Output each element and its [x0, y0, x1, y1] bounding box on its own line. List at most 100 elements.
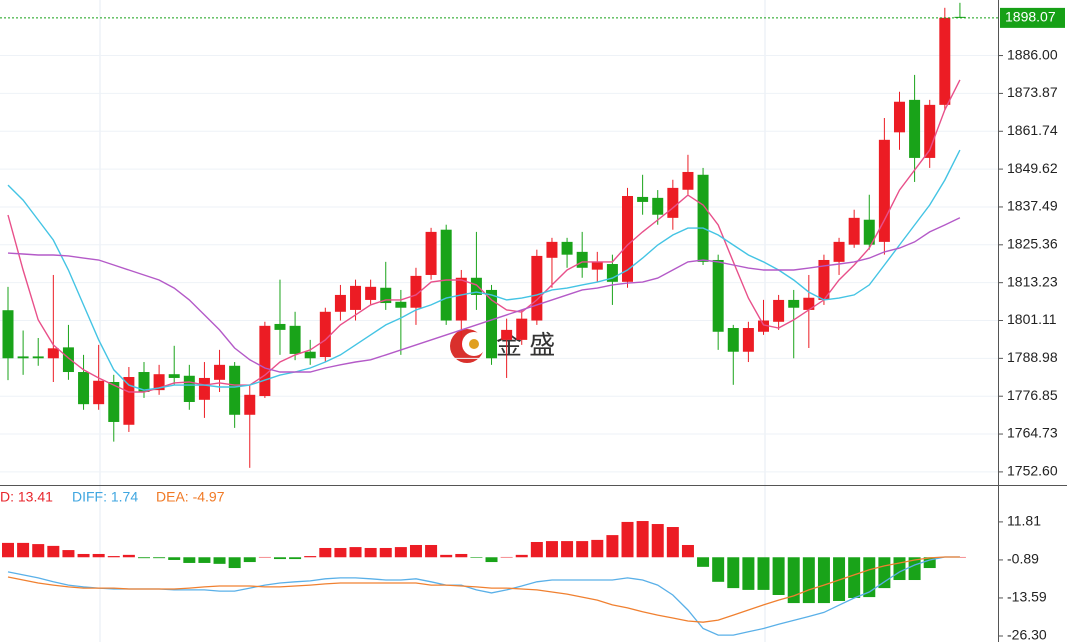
dea-line: [7, 556, 960, 623]
macd-bar: [228, 557, 241, 569]
macd-bar: [787, 557, 800, 604]
candle-body: [516, 318, 528, 340]
candle-body: [501, 329, 513, 340]
candle-body: [486, 289, 498, 359]
macd-bar: [258, 556, 271, 558]
candle-body: [259, 325, 271, 397]
candle-body: [32, 356, 44, 359]
candle-body: [455, 277, 467, 321]
y-tick-label: -13.59: [1007, 589, 1047, 605]
candle-body: [365, 286, 377, 300]
y-tick-label: 1801.11: [1007, 311, 1057, 327]
candle-body: [742, 328, 754, 352]
macd-bar: [636, 521, 649, 558]
candle-body: [17, 356, 29, 359]
y-tick-label: 1813.23: [1007, 273, 1058, 289]
macd-bar: [107, 556, 120, 558]
candle-body: [350, 285, 362, 310]
candle-body: [425, 231, 437, 275]
candle-body: [803, 297, 815, 310]
macd-bar: [485, 557, 498, 563]
macd-bar: [697, 557, 710, 567]
macd-bar: [727, 557, 740, 589]
y-tick-label: 1752.60: [1007, 463, 1058, 479]
macd-bar: [379, 547, 392, 558]
candle-body: [470, 277, 482, 295]
macd-bar: [349, 547, 362, 558]
y-tick-label: 1849.62: [1007, 160, 1058, 176]
macd-bar: [833, 557, 846, 601]
macd-bar: [289, 557, 302, 560]
candle-body: [531, 255, 543, 321]
candle-body: [909, 99, 921, 158]
candle-body: [183, 375, 195, 402]
y-tick-label: 11.81: [1007, 513, 1041, 529]
y-tick-label: 1886.00: [1007, 46, 1058, 62]
macd-bar: [77, 553, 90, 558]
candle-body: [62, 347, 74, 373]
candle-body: [214, 364, 226, 380]
candle-body: [168, 374, 180, 378]
candle-body: [682, 171, 694, 190]
last-price-tag: [1000, 7, 1065, 28]
candle-body: [123, 377, 135, 425]
macd-bar: [17, 542, 30, 558]
macd-bar: [440, 554, 453, 558]
macd-bar: [137, 557, 150, 559]
macd-bar: [757, 557, 770, 590]
y-tick-label: 1825.36: [1007, 236, 1058, 252]
macd-bar: [32, 544, 45, 558]
macd-bar: [923, 557, 936, 569]
candle-body: [893, 101, 905, 133]
moving-average: [7, 79, 961, 393]
macd-bar: [455, 553, 468, 558]
macd-bar: [772, 557, 785, 595]
candle-body: [637, 196, 649, 202]
macd-bar: [817, 557, 830, 604]
candle-body: [304, 351, 316, 359]
moving-average: [7, 217, 961, 373]
diff-line: [7, 556, 960, 636]
macd-bar: [893, 557, 906, 581]
y-tick-label: 1788.98: [1007, 349, 1058, 365]
macd-bar: [2, 542, 14, 558]
macd-bar: [681, 544, 694, 558]
y-tick-label: -0.89: [1007, 551, 1039, 567]
y-tick-label: 1861.74: [1007, 122, 1058, 138]
macd-bar: [304, 556, 317, 558]
macd-bar: [606, 535, 619, 558]
macd-bar: [198, 557, 211, 563]
candle-body: [561, 241, 573, 255]
candle-body: [591, 261, 603, 270]
macd-bar: [500, 556, 513, 558]
candle-body: [773, 299, 785, 322]
candle-body: [2, 310, 14, 359]
logo: [469, 339, 479, 349]
indicator-label: DEA: -4.97: [156, 489, 225, 505]
macd-bar: [908, 557, 921, 581]
macd-bar: [545, 541, 558, 558]
candle-body: [546, 241, 558, 258]
macd-bar: [364, 547, 377, 558]
macd-bar: [530, 541, 543, 558]
candle-body: [244, 394, 256, 415]
macd-bar: [425, 544, 438, 558]
macd-bar: [409, 544, 422, 558]
candle-body: [78, 372, 90, 405]
macd-bar: [576, 541, 589, 558]
macd-bar: [122, 554, 135, 558]
last-price-label: 1898.07: [1005, 9, 1056, 25]
macd-bar: [848, 557, 861, 598]
macd-bar: [515, 554, 528, 558]
candle-body: [954, 16, 966, 18]
candle-body: [863, 219, 875, 245]
macd-bar: [561, 541, 574, 558]
macd-bar: [470, 557, 483, 558]
candle-body: [93, 380, 105, 405]
candle-body: [198, 377, 210, 400]
candle-body: [848, 217, 860, 245]
candle-body: [606, 264, 618, 282]
indicator-label: D: 13.41: [0, 489, 53, 505]
